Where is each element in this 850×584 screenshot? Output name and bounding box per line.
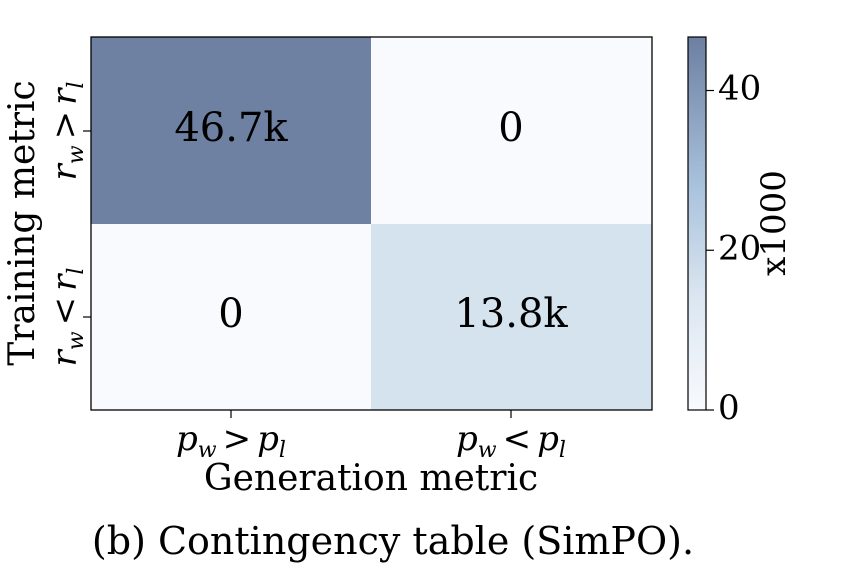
heatmap-cell-r0-c0 [91,37,371,224]
colorbar-tick-label-2: 40 [718,69,761,109]
colorbar-label: x1000 [754,170,794,276]
heatmap-cell-r1-c1 [371,224,652,410]
heatmap-cells [91,37,652,410]
cell-label-r0-c1: 0 [498,105,523,151]
y-tick-label-1: rw<rl [45,268,89,367]
x-ticks [230,410,512,418]
cell-label-r1-c1: 13.8k [454,291,568,337]
y-axis-label: Training metric [2,80,43,365]
colorbar-tick-label-0: 0 [718,388,740,428]
colorbar-gradient [687,36,707,411]
x-axis-label: Generation metric [204,458,538,499]
y-tick-label-0: rw>rl [45,82,89,181]
cell-label-r0-c0: 46.7k [174,105,288,151]
cell-label-r1-c0: 0 [218,291,243,337]
colorbar-tick-label-1: 20 [718,228,761,268]
heatmap-cell-r0-c1 [371,37,652,224]
colorbar: 0 20 40 x1000 [687,36,794,428]
plot-frame [90,36,653,411]
cell-labels: 46.7k 0 0 13.8k [174,105,568,337]
colorbar-ticks: 0 20 40 [706,69,761,428]
x-tick-label-0: pw > pl [176,419,286,463]
heatmap-cell-r1-c0 [91,224,371,410]
figure-caption: (b) Contingency table (SimPO). [92,519,694,563]
x-tick-label-1: pw < pl [456,419,566,463]
y-ticks [83,130,91,318]
